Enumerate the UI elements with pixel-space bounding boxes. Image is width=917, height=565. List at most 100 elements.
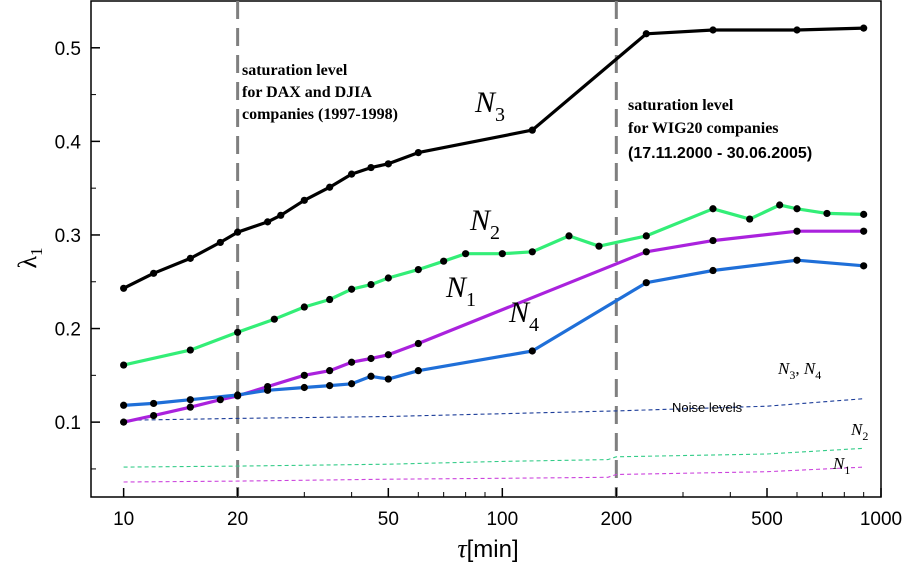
x-tick-label: 500	[751, 509, 783, 530]
data-point	[642, 279, 650, 287]
data-series	[120, 24, 868, 426]
data-point	[709, 205, 717, 213]
axis-ticks: 10 20 50 100 200 500 1000 0.1 0.2 0.3 0.4 0.5	[55, 0, 902, 530]
data-point	[367, 280, 375, 289]
data-point	[367, 372, 375, 380]
data-point	[462, 250, 470, 258]
label-noise-n2: N2	[850, 420, 868, 443]
x-tick-label: 20	[227, 509, 248, 530]
data-point	[709, 266, 717, 275]
noise-line	[123, 398, 864, 421]
data-point	[793, 26, 801, 34]
series-line	[123, 229, 864, 424]
data-point	[300, 303, 308, 311]
data-point	[528, 126, 536, 134]
data-point	[860, 24, 868, 32]
y-tick-label: 0.5	[55, 39, 81, 60]
data-point	[746, 215, 754, 223]
data-point	[595, 242, 603, 250]
x-tick-label: 50	[378, 509, 399, 530]
data-point	[367, 354, 375, 363]
annotation-sat-dax: saturation level for DAX and DJIA compan…	[242, 62, 398, 123]
data-point	[384, 351, 392, 359]
data-point	[860, 262, 868, 270]
data-point	[793, 256, 801, 264]
data-point	[642, 248, 650, 256]
noise-line	[123, 466, 864, 483]
data-point	[270, 315, 278, 323]
x-tick-label: 100	[486, 509, 518, 530]
data-point	[642, 232, 650, 240]
data-point	[414, 265, 422, 274]
data-point	[234, 228, 242, 236]
label-n1: N1	[445, 271, 476, 311]
saturation-lines	[236, 1, 618, 497]
data-point	[120, 418, 128, 426]
data-point	[264, 218, 272, 226]
data-point	[300, 371, 308, 379]
data-point	[367, 163, 375, 172]
noise-levels-label: Noise levels	[672, 400, 743, 415]
data-point	[565, 232, 573, 240]
data-point	[793, 205, 801, 213]
annotation-sat-wig20-dates: (17.11.2000 - 30.06.2005)	[628, 145, 812, 162]
data-point	[326, 183, 334, 191]
data-point	[216, 396, 224, 404]
data-point	[348, 170, 356, 178]
y-tick-label: 0.3	[55, 226, 81, 247]
data-point	[120, 401, 128, 409]
data-point	[234, 391, 242, 399]
y-tick-label: 0.4	[55, 132, 82, 153]
data-point	[776, 201, 784, 209]
data-point	[498, 250, 506, 258]
data-point	[186, 396, 194, 404]
noise-series	[123, 398, 864, 483]
data-point	[793, 227, 801, 235]
x-axis-label: τ[min]	[457, 534, 518, 563]
data-point	[326, 295, 334, 304]
data-point	[186, 403, 194, 411]
data-point	[348, 285, 356, 293]
data-point	[642, 30, 650, 38]
data-point	[120, 284, 128, 292]
data-point	[348, 380, 356, 388]
data-point	[150, 411, 158, 420]
data-point	[277, 211, 285, 219]
data-point	[384, 160, 392, 168]
data-point	[216, 238, 224, 247]
x-tick-label: 10	[113, 509, 134, 530]
annotation-sat-wig20: saturation level for WIG20 companies	[628, 97, 779, 137]
y-tick-label: 0.2	[55, 320, 81, 341]
data-point	[528, 347, 536, 355]
data-point	[186, 346, 194, 354]
data-point	[300, 196, 308, 204]
data-point	[414, 149, 422, 157]
data-point	[234, 328, 242, 336]
series-line	[123, 258, 864, 407]
data-point	[150, 269, 158, 277]
data-point	[709, 26, 717, 34]
y-axis-label: λ1	[13, 247, 46, 268]
x-tick-label: 200	[600, 509, 632, 530]
data-point	[326, 367, 334, 375]
label-noise-n3-n4: N3, N4	[777, 359, 821, 382]
data-point	[348, 358, 356, 366]
data-point	[860, 227, 868, 235]
data-point	[440, 257, 448, 265]
data-point	[414, 339, 422, 348]
data-point	[528, 248, 536, 256]
series-line	[122, 26, 864, 290]
label-n3: N3	[474, 86, 505, 126]
data-point	[823, 209, 831, 218]
x-tick-label: 1000	[860, 509, 902, 530]
data-point	[326, 382, 334, 390]
label-n4: N4	[508, 296, 539, 336]
data-point	[300, 383, 308, 392]
label-n2: N2	[469, 204, 500, 244]
y-tick-label: 0.1	[55, 413, 81, 434]
data-point	[186, 254, 194, 262]
data-point	[120, 361, 128, 369]
data-point	[384, 375, 392, 383]
data-point	[709, 236, 717, 245]
